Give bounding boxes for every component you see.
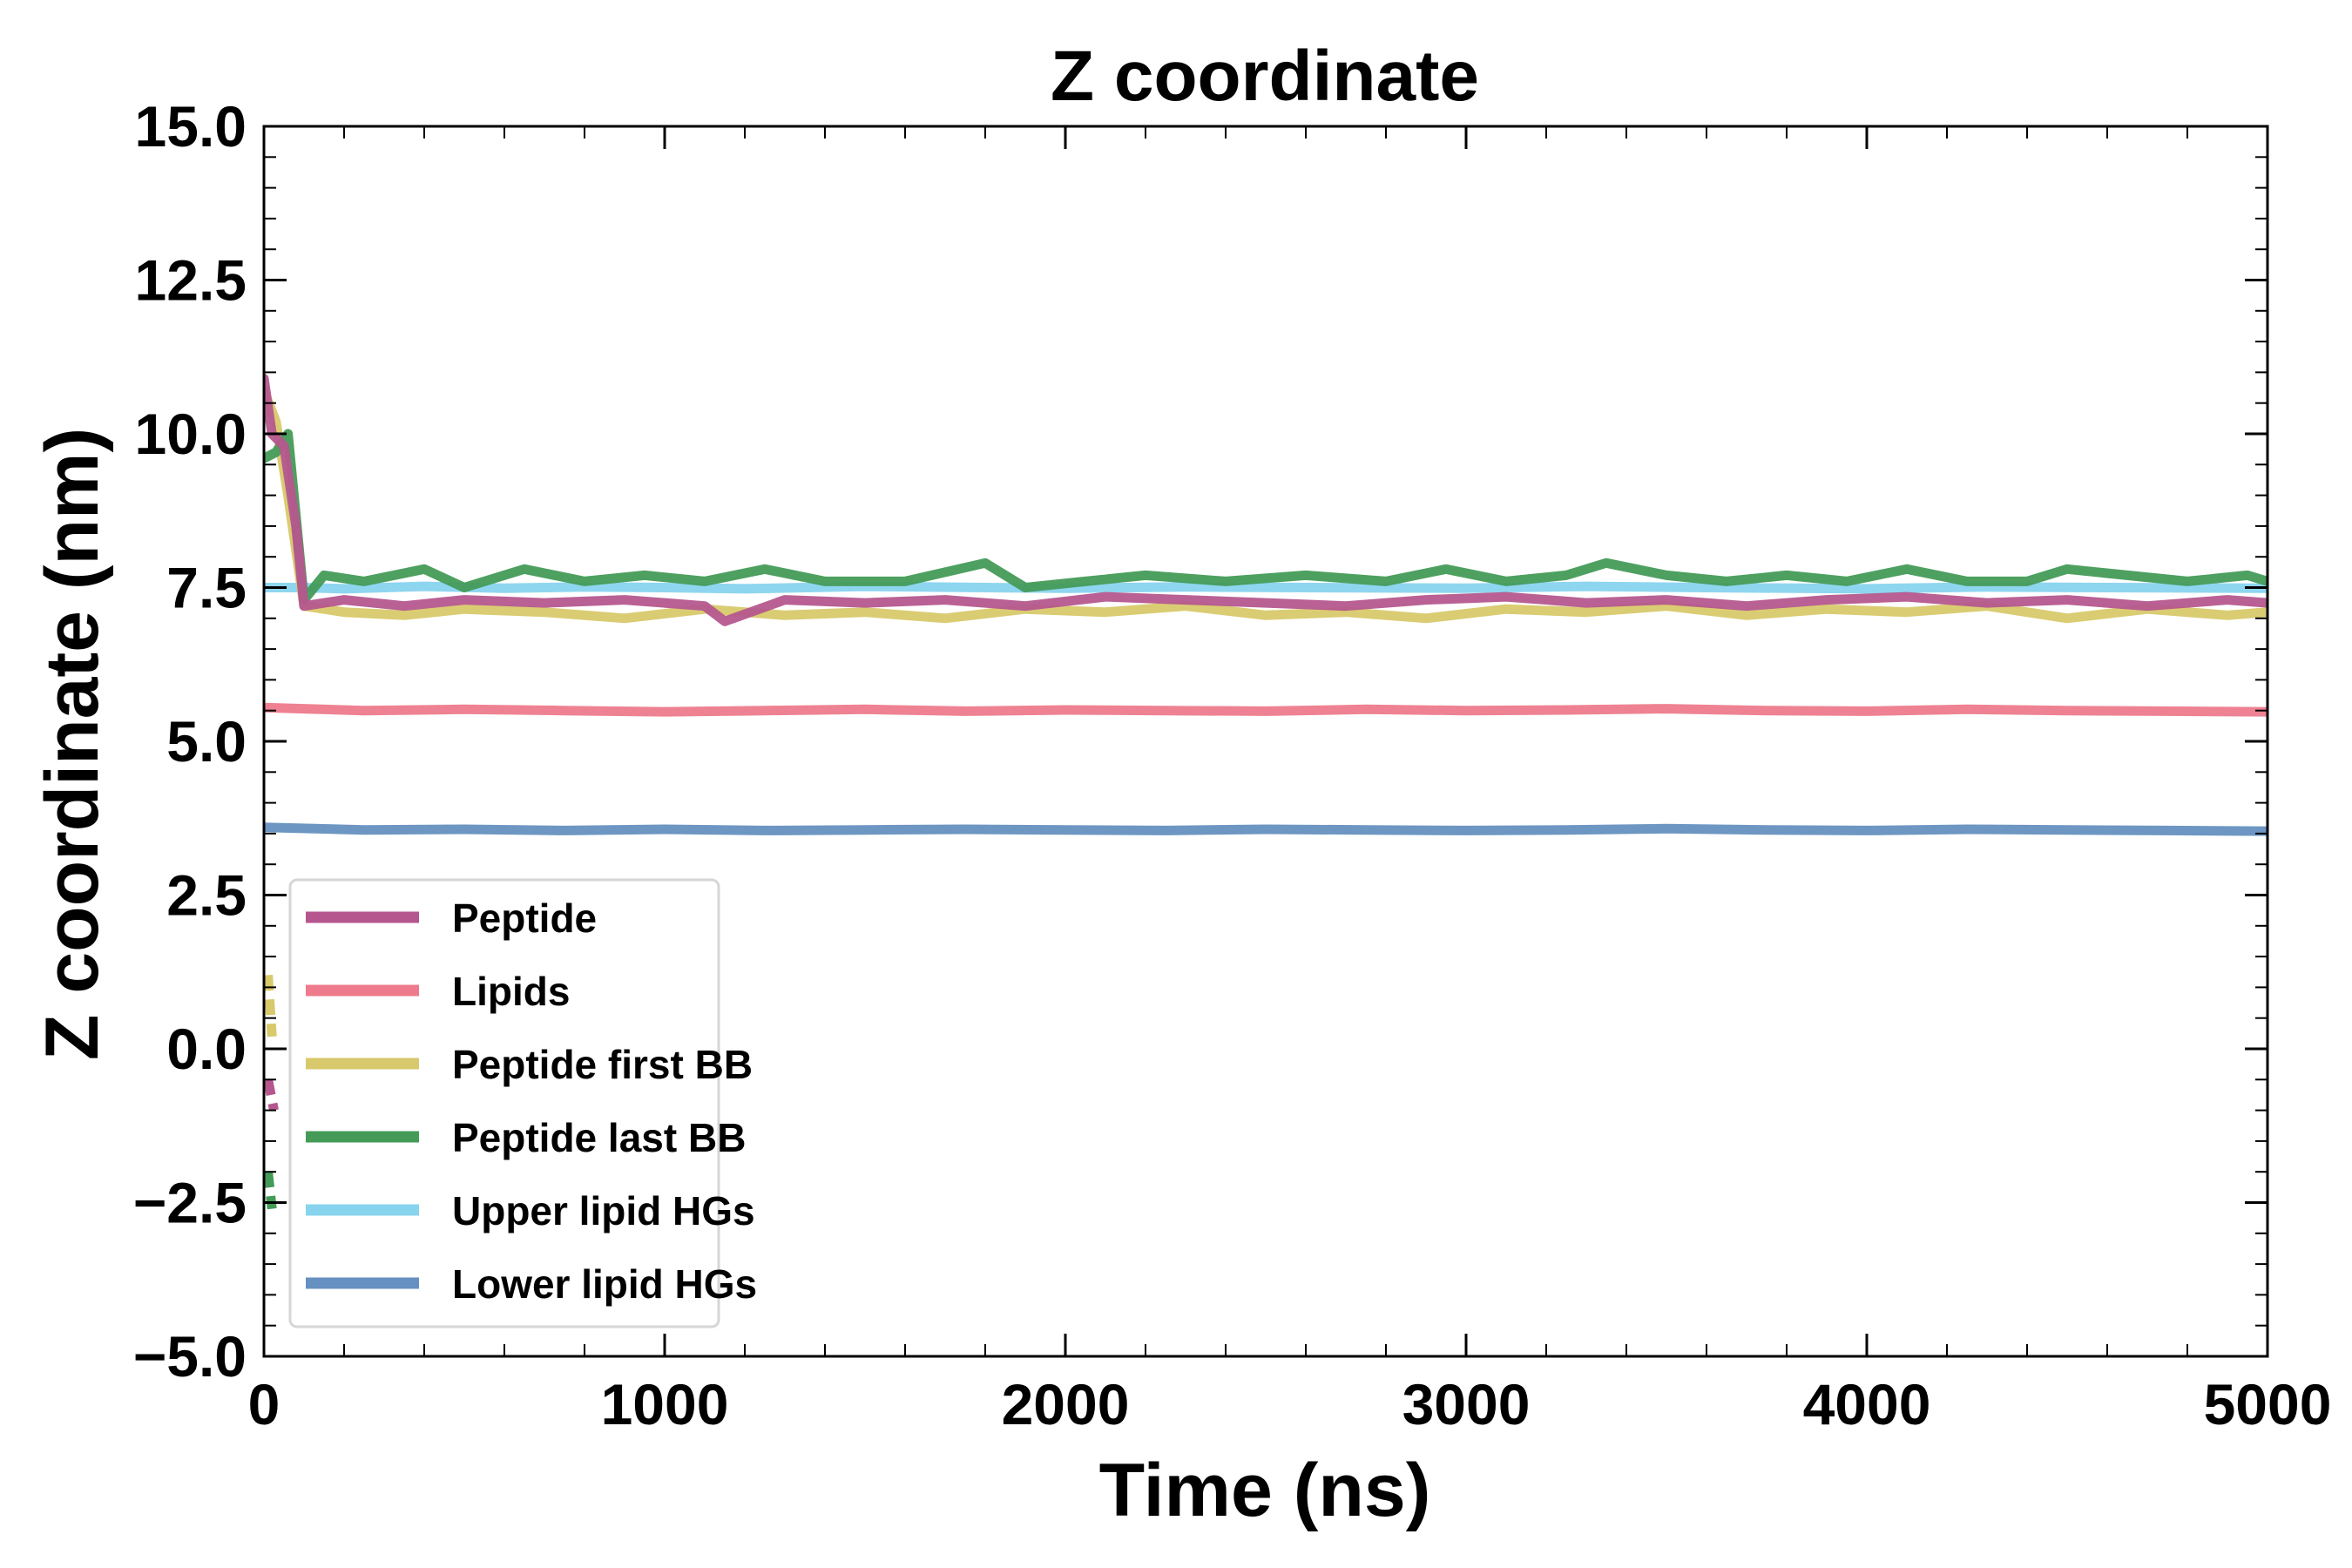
- x-tick-label: 4000: [1803, 1372, 1931, 1436]
- series-line-peptide-last-bb: [264, 429, 2268, 605]
- series-line-lower-lipid-hgs: [264, 822, 2268, 836]
- series-line-peptide-first-bb: [264, 386, 2268, 624]
- plot-frame: [262, 125, 2269, 1358]
- legend-label: Peptide last BB: [452, 1115, 746, 1160]
- x-tick-label: 0: [248, 1372, 280, 1436]
- legend: Peptide Lipids Peptide first BB Peptide las…: [288, 878, 757, 1328]
- initial-segment-peptide-first-bb: [264, 974, 277, 1037]
- series-line-upper-lipid-hgs: [264, 581, 2268, 594]
- x-tick-label: 3000: [1402, 1372, 1531, 1436]
- y-tick-label: 15.0: [135, 94, 247, 159]
- legend-label: Peptide: [452, 896, 597, 941]
- legend-box: [288, 878, 720, 1328]
- x-axis-label: Time (ns): [1099, 1449, 1431, 1532]
- y-tick-label: 5.0: [166, 709, 247, 774]
- y-tick-label: −2.5: [133, 1171, 247, 1235]
- x-tick-label: 5000: [2204, 1372, 2332, 1436]
- y-axis-label: Z coordinate (nm): [30, 428, 114, 1060]
- y-tick-label: 2.5: [166, 863, 247, 928]
- y-tick-label: 0.0: [166, 1017, 247, 1081]
- y-tick-label: 7.5: [166, 556, 247, 620]
- x-tick-label: 1000: [601, 1372, 729, 1436]
- series-line-lipids: [264, 702, 2268, 717]
- legend-label: Lipids: [452, 969, 570, 1014]
- y-tick-label: 12.5: [135, 248, 247, 313]
- series-group: [264, 374, 2268, 1210]
- legend-label: Peptide first BB: [452, 1042, 753, 1087]
- series-line-peptide: [264, 374, 2268, 626]
- y-tick-label: −5.0: [133, 1324, 247, 1389]
- y-tick-label: 10.0: [135, 402, 247, 466]
- chart-title: Z coordinate: [1051, 37, 1479, 116]
- legend-label: Upper lipid HGs: [452, 1188, 755, 1233]
- legend-label: Lower lipid HGs: [452, 1261, 757, 1307]
- initial-segment-peptide: [264, 1078, 279, 1112]
- x-tick-label: 2000: [1002, 1372, 1130, 1436]
